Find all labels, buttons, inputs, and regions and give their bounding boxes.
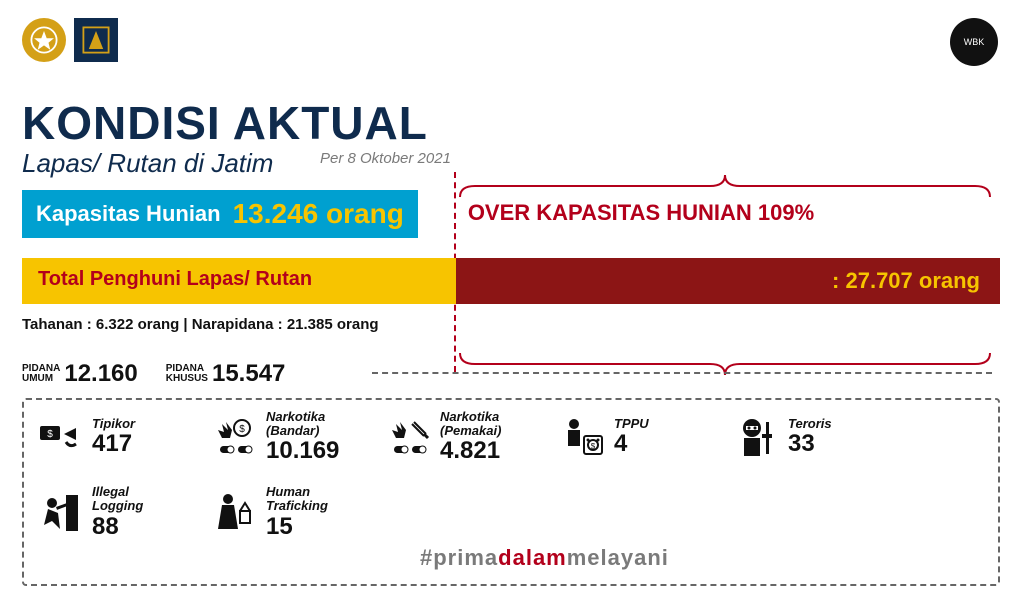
svg-text:$: $ [591,442,596,451]
stat-value: 88 [92,513,143,541]
stat-tipikor: $ Tipikor 417 [36,410,176,465]
dashed-horizontal-divider [372,372,992,374]
stat-label: Tipikor [92,417,135,431]
hashtag-mid: dalam [498,545,567,570]
pidana-umum-label: PIDANA UMUM [22,364,60,384]
bandar-icon: $ [210,414,258,462]
stat-value: 417 [92,430,135,458]
categories-grid: $ Tipikor 417 $ Narkotika (Bandar) 10.16… [36,410,996,541]
pidana-umum-value: 12.160 [64,360,137,388]
header-logos [22,18,118,62]
pidana-khusus-label: PIDANA KHUSUS [166,364,208,384]
hashtag-post: melayani [567,545,669,570]
stat-tppu: $ TPPU 4 [558,410,698,465]
capacity-box: Kapasitas Hunian 13.246 orang [22,190,418,238]
capacity-label: Kapasitas Hunian [36,201,221,227]
hashtag-pre: #prima [420,545,498,570]
stat-bandar: $ Narkotika (Bandar) 10.169 [210,410,350,465]
total-value: : 27.707 orang [456,258,1000,304]
pidana-row: PIDANA UMUM 12.160 PIDANA KHUSUS 15.547 [22,360,285,388]
stat-label: Human Traficking [266,485,328,512]
stat-teroris: Teroris 33 [732,410,872,465]
stat-value: 33 [788,430,832,458]
stat-value: 4.821 [440,437,501,465]
total-row: Total Penghuni Lapas/ Rutan : 27.707 ora… [22,258,1000,304]
teroris-icon [732,414,780,462]
stat-label: Narkotika (Pemakai) [440,410,501,437]
stat-label: Teroris [788,417,832,431]
title-date: Per 8 Oktober 2021 [320,150,451,167]
logo-navy-icon [74,18,118,62]
logging-icon [36,489,84,537]
stat-value: 15 [266,513,328,541]
svg-text:$: $ [239,424,245,435]
stat-logging: Illegal Logging 88 [36,485,176,540]
stat-pemakai: Narkotika (Pemakai) 4.821 [384,410,524,465]
title-main: KONDISI AKTUAL [22,96,428,150]
over-capacity-label: OVER KAPASITAS HUNIAN 109% [426,190,856,238]
tipikor-icon: $ [36,414,84,462]
stat-label: Narkotika (Bandar) [266,410,339,437]
stat-label: TPPU [614,417,649,431]
logo-gold-icon [22,18,66,62]
stat-label: Illegal Logging [92,485,143,512]
pemakai-icon [384,414,432,462]
capacity-value: 13.246 orang [233,198,404,230]
total-label: Total Penghuni Lapas/ Rutan [22,258,456,304]
trafficking-icon [210,489,258,537]
stat-value: 4 [614,430,649,458]
breakdown-text: Tahanan : 6.322 orang | Narapidana : 21.… [22,316,379,333]
seal-text: WBK [964,37,985,47]
stat-trafficking: Human Traficking 15 [210,485,350,540]
svg-text:$: $ [47,429,53,440]
hashtag: #primadalammelayani [420,545,669,571]
stat-value: 10.169 [266,437,339,465]
capacity-row: Kapasitas Hunian 13.246 orang OVER KAPAS… [22,190,856,238]
pidana-khusus-value: 15.547 [212,360,285,388]
tppu-icon: $ [558,414,606,462]
seal-badge-icon: WBK [950,18,998,66]
